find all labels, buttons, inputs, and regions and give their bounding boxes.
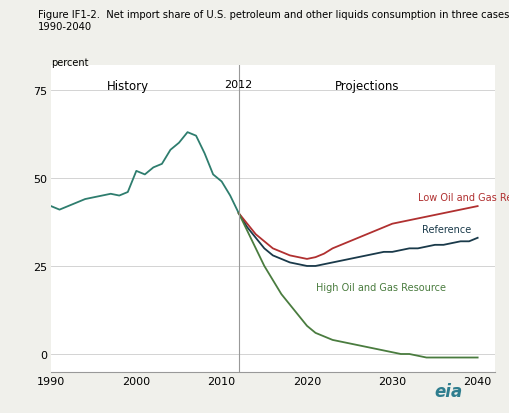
Text: Projections: Projections xyxy=(334,80,398,93)
Text: Low Oil and Gas Resource: Low Oil and Gas Resource xyxy=(417,193,509,203)
Text: History: History xyxy=(106,80,149,93)
Text: percent: percent xyxy=(51,58,89,68)
Text: Figure IF1-2.  Net import share of U.S. petroleum and other liquids consumption : Figure IF1-2. Net import share of U.S. p… xyxy=(38,10,509,20)
Text: 2012: 2012 xyxy=(224,80,252,90)
Text: High Oil and Gas Resource: High Oil and Gas Resource xyxy=(315,282,445,292)
Text: 1990-2040: 1990-2040 xyxy=(38,21,92,31)
Text: Reference: Reference xyxy=(421,224,470,235)
Text: eia: eia xyxy=(434,382,462,401)
